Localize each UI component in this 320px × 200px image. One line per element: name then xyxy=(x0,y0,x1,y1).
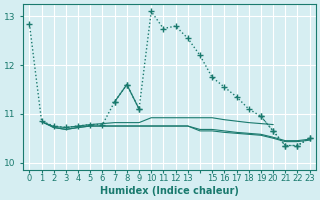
X-axis label: Humidex (Indice chaleur): Humidex (Indice chaleur) xyxy=(100,186,239,196)
